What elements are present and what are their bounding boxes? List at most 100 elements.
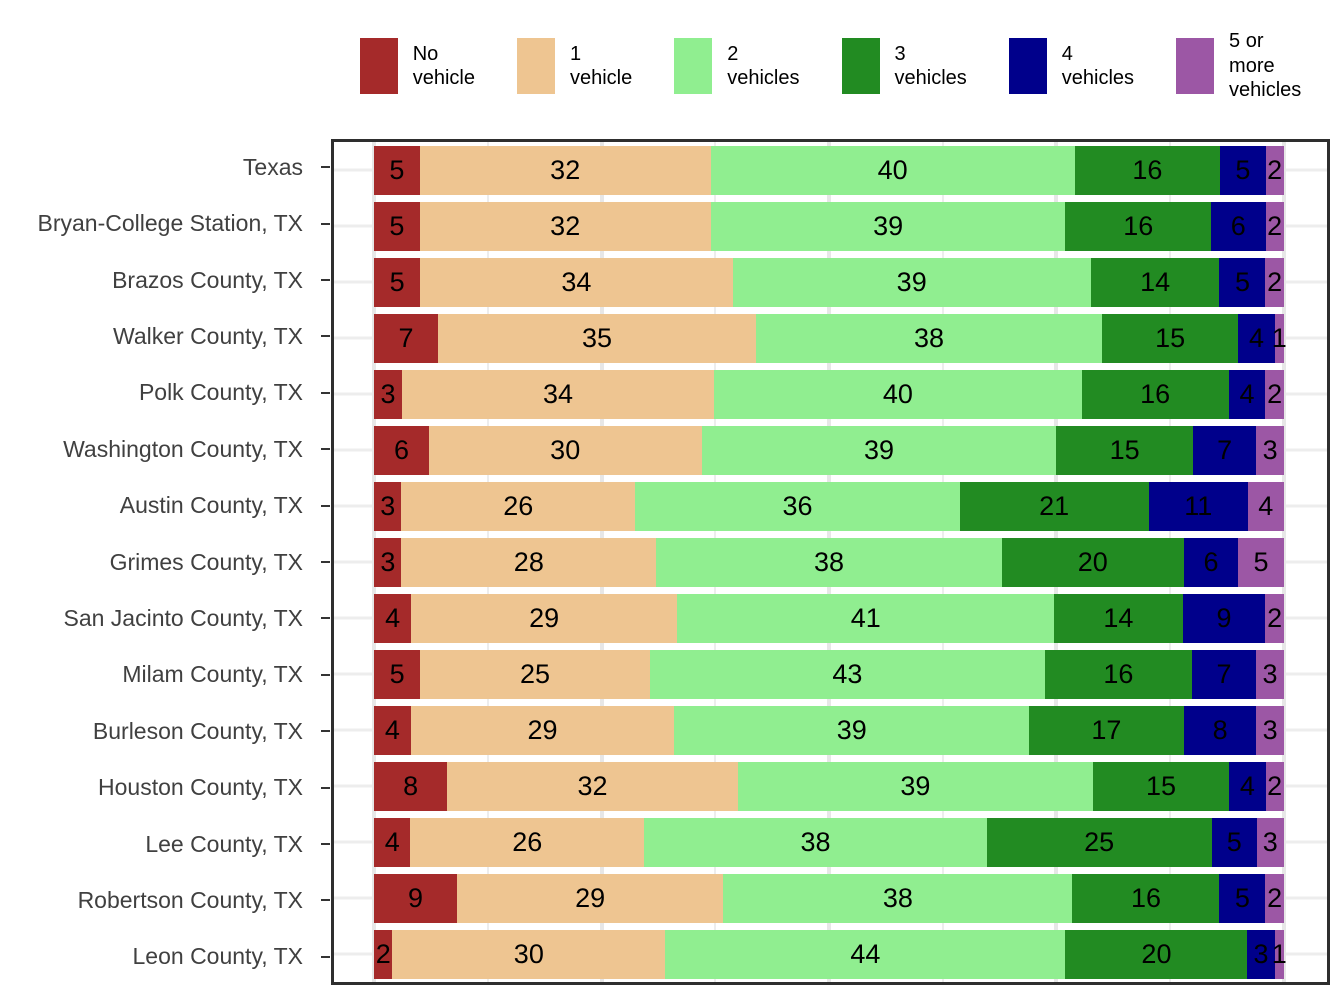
bar-segment-value: 3 (1262, 826, 1278, 857)
bar-segment: 6 (374, 425, 429, 475)
legend-label: 5 or more vehicles (1229, 30, 1302, 102)
legend-swatch-icon (841, 38, 880, 94)
category-label: Milam County, TX (122, 661, 303, 688)
bar-segment: 6 (1211, 201, 1266, 251)
category-label: Lee County, TX (145, 830, 303, 857)
category-label: Burleson County, TX (92, 717, 303, 744)
v-gridline (1281, 142, 1286, 982)
y-axis-label-row: Bryan-College Station, TX (0, 195, 331, 251)
bar-segment-value: 7 (1216, 658, 1232, 689)
axis-tick (321, 504, 330, 507)
bar-row: 3 26 36 21 11 4 (374, 478, 1284, 534)
y-axis-label-row: Grimes County, TX (0, 534, 331, 590)
bar-segment-value: 29 (527, 714, 558, 745)
bar-segment: 2 (1265, 369, 1284, 419)
bar-segment-value: 3 (380, 546, 396, 577)
bar-segment: 28 (401, 537, 657, 587)
bar-segment-value: 4 (1239, 770, 1255, 801)
bar-segment: 4 (374, 705, 411, 755)
bar-segment: 4 (374, 593, 411, 643)
bar-segment: 15 (1092, 761, 1230, 811)
stacked-bar: 3 26 36 21 11 4 (374, 481, 1284, 531)
y-axis-label-row: Texas (0, 139, 331, 195)
bar-segment: 38 (756, 313, 1102, 363)
bar-segment-value: 2 (375, 938, 391, 969)
y-axis-labels: Texas Bryan-College Station, TX Brazos Cou… (0, 139, 331, 985)
bar-segment-value: 5 (389, 658, 405, 689)
bar-segment: 9 (374, 873, 457, 923)
bar-segment-value: 2 (1267, 770, 1283, 801)
bar-segment: 3 (1256, 649, 1284, 699)
bar-segment: 2 (1265, 873, 1284, 923)
bar-segment-value: 2 (1267, 378, 1283, 409)
legend-item: 4 vehicles (1008, 38, 1134, 94)
bar-segment-value: 2 (1267, 602, 1283, 633)
bar-segment-value: 14 (1140, 266, 1171, 297)
stacked-bar: 7 35 38 15 4 1 (374, 313, 1287, 363)
bar-row: 4 29 41 14 9 2 (374, 590, 1284, 646)
bar-segment: 16 (1072, 873, 1220, 923)
axis-tick (321, 335, 330, 338)
bar-segment-value: 5 (389, 154, 405, 185)
bar-segment: 14 (1054, 593, 1183, 643)
bar-segment-value: 2 (1267, 210, 1283, 241)
bar-segment: 7 (1191, 649, 1257, 699)
bar-segment-value: 2 (1267, 266, 1283, 297)
bar-row: 5 32 40 16 5 2 (374, 142, 1284, 198)
stacked-bar: 4 29 39 17 8 3 (374, 705, 1284, 755)
bar-segment: 29 (410, 705, 675, 755)
axis-tick (321, 786, 330, 789)
bar-segment-value: 14 (1103, 602, 1134, 633)
bar-segment-value: 5 (389, 266, 405, 297)
bar-segment: 21 (959, 481, 1149, 531)
category-label: Austin County, TX (119, 492, 303, 519)
category-label: Robertson County, TX (77, 886, 303, 913)
bar-segment: 25 (420, 649, 650, 699)
bar-row: 3 34 40 16 4 2 (374, 366, 1284, 422)
bar-segment-value: 5 (389, 210, 405, 241)
bar-segment: 6 (1183, 537, 1239, 587)
bar-segment: 14 (1090, 257, 1220, 307)
category-label: San Jacinto County, TX (63, 604, 303, 631)
bar-segment: 15 (1056, 425, 1193, 475)
plot-main: Texas Bryan-College Station, TX Brazos Cou… (0, 139, 1330, 985)
axis-tick (321, 843, 330, 846)
y-axis-label-row: San Jacinto County, TX (0, 590, 331, 646)
bar-segment-value: 29 (575, 882, 606, 913)
y-axis-label-row: Austin County, TX (0, 477, 331, 533)
bar-segment: 2 (1265, 593, 1284, 643)
axis-tick (321, 222, 330, 225)
bar-segment-value: 15 (1155, 322, 1186, 353)
bar-segment: 40 (710, 145, 1075, 195)
category-label: Washington County, TX (63, 435, 303, 462)
bar-segment: 4 (374, 817, 411, 867)
bar-segment: 4 (1247, 481, 1284, 531)
bar-segment-value: 41 (850, 602, 881, 633)
bar-segment-value: 1 (1271, 938, 1287, 969)
bar-segment: 39 (732, 257, 1091, 307)
bar-segment: 25 (986, 817, 1212, 867)
legend-swatch-icon (516, 38, 555, 94)
bar-segment: 32 (419, 201, 711, 251)
axis-tick (321, 448, 330, 451)
bar-segment: 16 (1044, 649, 1192, 699)
bar-segment-value: 4 (385, 602, 401, 633)
bar-segment-value: 39 (900, 770, 931, 801)
bar-segment: 26 (410, 817, 645, 867)
bar-segment-value: 30 (513, 938, 544, 969)
legend-swatch-icon (1176, 37, 1215, 94)
category-label: Leon County, TX (132, 943, 303, 970)
category-label: Houston County, TX (98, 774, 303, 801)
y-axis-label-row: Walker County, TX (0, 308, 331, 364)
legend-label: No vehicle (412, 42, 475, 89)
axis-tick (321, 617, 330, 620)
bar-segment-value: 3 (1262, 714, 1278, 745)
stacked-bar: 2 30 44 20 3 1 (374, 929, 1287, 979)
axis-tick (321, 955, 330, 958)
axis-tick (321, 899, 330, 902)
bar-segment-value: 43 (832, 658, 863, 689)
category-label: Brazos County, TX (112, 266, 303, 293)
stacked-bar: 4 26 38 25 5 3 (374, 817, 1284, 867)
bar-segment: 35 (437, 313, 757, 363)
legend-label: 3 vehicles (894, 42, 967, 89)
